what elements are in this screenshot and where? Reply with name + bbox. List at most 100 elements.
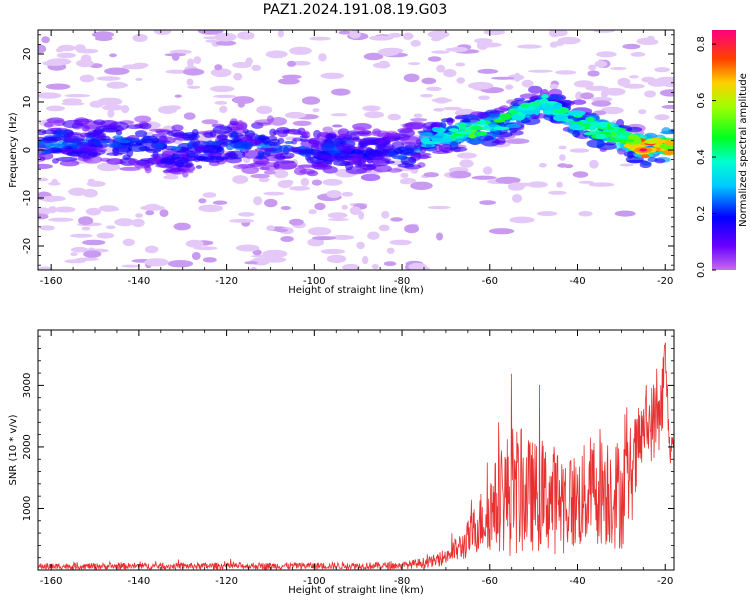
spectrogram-noise-blob [619, 163, 634, 167]
x-tick-label: -80 [394, 276, 410, 287]
spectrogram-peak-blob [475, 131, 488, 137]
spectrogram-band-blob [196, 156, 205, 161]
spectrogram-band-blob [112, 147, 119, 157]
spectrogram-noise-blob [517, 44, 542, 49]
spectrogram-noise-blob [289, 186, 311, 191]
spectrogram-noise-blob [433, 108, 445, 112]
spectrogram-band-blob [112, 135, 124, 140]
spectrogram-band-blob [514, 97, 526, 101]
spectrogram-noise-blob [580, 92, 594, 100]
spectrogram-noise-blob [121, 264, 141, 268]
x-tick-label: -100 [303, 576, 326, 587]
spectrogram-noise-blob [604, 87, 626, 96]
spectrogram-noise-blob [250, 173, 270, 179]
spectrogram-noise-blob [250, 266, 257, 270]
spectrogram-noise-blob [74, 44, 86, 52]
spectrogram-y-label: Frequency (Hz) [8, 112, 19, 188]
y-tick-label: 2000 [22, 434, 33, 459]
spectrogram-peak-blob [425, 143, 432, 148]
spectrogram-noise-blob [383, 261, 397, 267]
colorbar-tick-label: 0.2 [696, 206, 707, 222]
spectrogram-noise-blob [495, 176, 521, 184]
colorbar-tick-label: 0.0 [696, 262, 707, 278]
spectrogram-noise-blob [256, 105, 273, 115]
spectrogram-peak-blob [568, 123, 582, 130]
spectrogram-band-blob [134, 115, 152, 123]
spectrogram-noise-blob [191, 252, 201, 260]
spectrogram-noise-blob [109, 53, 117, 58]
spectrogram-peak-blob [499, 113, 512, 120]
spectrogram-noise-blob [390, 217, 403, 222]
spectrogram-noise-blob [185, 239, 204, 248]
spectrogram-noise-blob [51, 178, 59, 185]
spectrogram-band-blob [626, 126, 643, 133]
spectrogram-band-blob [126, 124, 143, 130]
spectrogram-noise-blob [326, 190, 342, 199]
spectrogram-peak-blob [432, 126, 440, 133]
y-tick-label: -20 [22, 238, 33, 254]
spectrogram-noise-blob [527, 69, 554, 73]
spectrogram-noise-blob [558, 145, 567, 150]
spectrogram-band-blob [439, 121, 447, 129]
y-tick-label: 0 [22, 147, 33, 153]
spectrogram-noise-blob [277, 30, 284, 38]
spectrogram-noise-blob [654, 114, 670, 121]
spectrogram-noise-blob [307, 227, 332, 236]
spectrogram-noise-blob [266, 225, 275, 231]
spectrogram-noise-blob [509, 216, 535, 224]
spectrogram-band-blob [230, 131, 239, 138]
snr-plot-area [38, 342, 674, 570]
spectrogram-noise-blob [64, 94, 91, 98]
spectrogram-noise-blob [284, 179, 294, 186]
spectrogram-band-blob [256, 122, 272, 126]
spectrogram-noise-blob [232, 175, 249, 184]
spectrogram-noise-blob [42, 60, 66, 66]
spectrogram-band-blob [528, 85, 543, 94]
x-tick-label: -60 [482, 576, 498, 587]
spectrogram-noise-blob [46, 105, 65, 112]
spectrogram-noise-blob [557, 163, 568, 168]
spectrogram-band-blob [521, 116, 541, 126]
spectrogram-band-blob [477, 111, 490, 119]
spectrogram-band-blob [272, 130, 280, 135]
spectrogram-noise-blob [280, 206, 291, 210]
spectrogram-noise-blob [41, 36, 50, 44]
spectrogram-noise-blob [327, 212, 348, 219]
spectrogram-noise-blob [201, 119, 219, 125]
spectrogram-noise-blob [488, 228, 515, 235]
spectrogram-band-blob [202, 155, 225, 163]
spectrogram-band-blob [380, 158, 392, 162]
spectrogram-noise-blob [274, 228, 288, 233]
spectrogram-noise-blob [38, 266, 53, 270]
spectrogram-noise-blob [322, 178, 343, 186]
snr-y-label: SNR (10 * v/v) [8, 414, 19, 485]
spectrogram-noise-blob [328, 218, 349, 221]
spectrogram-noise-blob [548, 190, 567, 195]
spectrogram-band-blob [233, 164, 249, 170]
spectrogram-peak-blob [470, 125, 483, 131]
spectrogram-band-blob [438, 143, 453, 153]
spectrogram-noise-blob [362, 105, 381, 112]
spectrogram-band-blob [306, 156, 314, 164]
spectrogram-band-blob [135, 159, 151, 165]
spectrogram-noise-blob [85, 208, 99, 215]
spectrogram-peak-blob [595, 133, 607, 140]
spectrogram-noise-blob [252, 249, 262, 256]
spectrogram-noise-blob [38, 44, 47, 54]
spectrogram-noise-blob [67, 189, 80, 194]
spectrogram-band-blob [292, 120, 312, 127]
chart-title: PAZ1.2024.191.08.19.G03 [262, 2, 448, 18]
spectrogram-peak-blob [598, 121, 609, 128]
spectrogram-noise-blob [186, 78, 194, 86]
spectrogram-noise-blob [144, 245, 159, 254]
spectrogram-noise-blob [145, 210, 155, 216]
spectrogram-noise-blob [104, 67, 130, 75]
spectrogram-noise-blob [449, 170, 472, 179]
x-tick-label: -140 [128, 276, 151, 287]
spectrogram-noise-blob [330, 113, 348, 117]
spectrogram-band-blob [202, 140, 222, 146]
spectrogram-band-blob [42, 137, 62, 142]
spectrogram-noise-blob [330, 234, 355, 240]
spectrogram-noise-blob [70, 252, 78, 256]
spectrogram-noise-blob [64, 259, 86, 264]
